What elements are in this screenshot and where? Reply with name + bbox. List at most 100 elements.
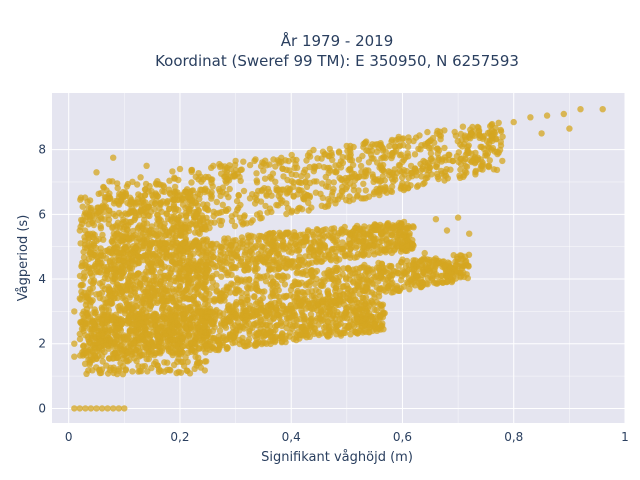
chart-title-line-1: År 1979 - 2019 xyxy=(281,31,394,50)
data-point xyxy=(152,250,159,257)
data-point xyxy=(398,168,406,175)
data-point xyxy=(391,245,399,253)
data-point xyxy=(347,166,354,173)
data-point xyxy=(87,353,95,360)
data-point xyxy=(268,334,275,341)
data-point xyxy=(80,275,87,282)
data-point xyxy=(303,271,310,279)
data-point xyxy=(436,128,444,135)
data-point xyxy=(89,217,97,225)
data-point xyxy=(379,147,387,154)
data-point xyxy=(343,183,351,191)
data-point xyxy=(418,256,425,264)
data-point xyxy=(350,279,357,286)
data-point xyxy=(459,123,467,130)
data-point xyxy=(382,185,389,192)
data-point xyxy=(337,320,344,327)
data-point xyxy=(97,225,105,232)
data-point xyxy=(261,175,269,182)
data-point xyxy=(104,405,111,412)
data-point xyxy=(442,273,450,280)
data-point xyxy=(177,228,184,235)
data-point xyxy=(330,185,337,193)
data-point xyxy=(169,336,176,343)
data-point xyxy=(308,267,315,275)
data-point xyxy=(136,335,143,342)
data-point xyxy=(141,337,148,344)
data-point xyxy=(172,293,179,300)
data-point xyxy=(84,198,91,205)
data-point xyxy=(88,330,95,337)
data-point xyxy=(284,176,291,184)
data-point xyxy=(318,258,326,265)
data-point xyxy=(254,265,261,272)
data-point xyxy=(292,232,299,239)
data-point xyxy=(173,305,180,312)
data-point xyxy=(121,310,129,317)
data-point xyxy=(71,340,78,347)
data-point xyxy=(152,200,159,207)
data-point xyxy=(185,193,192,200)
data-point xyxy=(100,236,107,243)
data-point xyxy=(497,138,504,145)
data-point xyxy=(175,368,182,376)
data-point xyxy=(315,230,322,237)
data-point xyxy=(98,366,106,373)
data-point xyxy=(135,314,142,321)
data-point xyxy=(371,321,378,328)
data-point xyxy=(599,106,606,113)
data-point xyxy=(118,232,125,240)
data-point xyxy=(158,273,165,280)
data-point xyxy=(472,167,479,175)
data-point xyxy=(96,290,103,298)
data-point xyxy=(341,301,348,308)
data-point xyxy=(325,323,332,330)
data-point xyxy=(225,194,232,201)
data-point xyxy=(405,153,412,160)
data-point xyxy=(194,300,201,307)
data-point xyxy=(357,162,365,170)
data-point xyxy=(343,290,351,297)
data-point xyxy=(81,241,89,248)
data-point xyxy=(313,178,320,185)
data-point xyxy=(182,305,189,312)
data-point xyxy=(167,367,174,374)
data-point xyxy=(354,279,362,286)
data-point xyxy=(103,362,110,369)
data-point xyxy=(118,321,125,328)
data-point xyxy=(393,268,400,275)
data-point xyxy=(190,339,197,346)
data-point xyxy=(160,279,168,286)
data-point xyxy=(179,343,186,350)
data-point xyxy=(130,243,137,250)
data-point xyxy=(324,164,331,172)
data-point xyxy=(315,288,323,296)
x-tick-label: 0 xyxy=(65,430,73,444)
data-point xyxy=(262,315,269,322)
data-point xyxy=(99,231,106,239)
data-point xyxy=(134,199,141,206)
data-point xyxy=(365,251,372,258)
data-point xyxy=(424,265,431,273)
data-point xyxy=(80,348,88,355)
data-point xyxy=(246,276,253,283)
data-point xyxy=(110,369,117,377)
data-point xyxy=(252,300,260,308)
data-point xyxy=(113,249,121,256)
data-point xyxy=(170,201,177,208)
data-point xyxy=(89,320,97,327)
data-point xyxy=(81,360,89,367)
data-point xyxy=(146,312,153,320)
data-point xyxy=(119,263,127,270)
data-point xyxy=(137,174,144,181)
data-point xyxy=(288,171,295,178)
data-point xyxy=(376,249,384,257)
data-point xyxy=(332,292,339,299)
data-point xyxy=(191,229,199,236)
data-point xyxy=(221,163,229,170)
data-point xyxy=(361,261,368,269)
data-point xyxy=(187,251,194,259)
data-point xyxy=(195,176,202,183)
data-point xyxy=(251,157,258,165)
data-point xyxy=(77,194,85,201)
